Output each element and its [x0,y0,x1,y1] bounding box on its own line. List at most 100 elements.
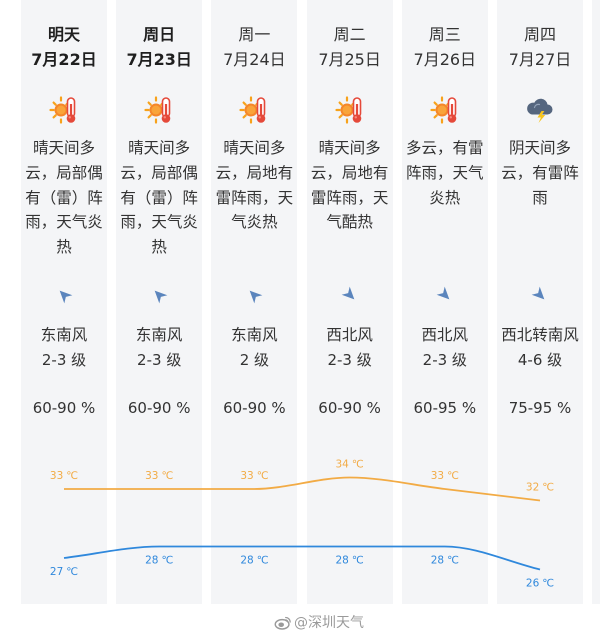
forecast-day-column-partial [592,0,600,604]
weather-description-line: 雨，天气炎 [25,213,103,232]
weather-description-line: 雨 [532,188,548,207]
wind-level: 2-3 级 [41,351,87,369]
temp-unit: ℃ [257,470,269,482]
weather-description-line: 云，局部偶 [120,163,198,182]
wind-level: 2 级 [239,351,270,369]
low-temp-label: 28 ℃ [431,555,459,567]
wind-direction: 东南风 [135,326,183,344]
arrow-southeast-icon [341,286,357,302]
day-name: 周日 [143,25,176,44]
temp-value: 33 [145,470,158,482]
weather-description: 多云，有雷阵雨，天气炎热 [405,136,485,210]
weather-description-line: 晴天间多 [32,139,95,157]
watermark: @深圳天气 [274,612,364,632]
wind-level: 2-3 级 [422,351,467,369]
weather-description-line: 热 [56,238,72,256]
wind-level: 2-3 级 [327,351,372,369]
high-temp-label: 32 ℃ [526,482,554,494]
wind-direction: 西北风 [421,326,469,344]
low-temp-label: 28 ℃ [145,555,173,567]
wind-level: 4-6 级 [517,351,563,369]
humidity: 60-90 % [318,399,381,417]
high-temp-label: 34 ℃ [336,459,364,471]
temp-unit: ℃ [542,482,554,494]
forecast-day-column: 明天 7月22日 晴天间多 云，局部偶 有（雷）阵 雨，天气炎热东南风 2-3 级 60-90… [21,0,107,604]
weather-description-line: 气炎热 [231,213,278,232]
weather-description-line: 多云，有雷 [406,139,484,157]
arrow-northwest-icon [247,288,263,304]
temp-value: 28 [145,555,158,567]
temp-unit: ℃ [352,555,364,567]
temp-value: 28 [431,555,444,567]
sun-thermometer-icon [430,95,460,125]
high-temp-line [64,476,541,502]
arrow-northwest-icon [152,288,168,304]
day-date: 7月24日 [223,50,286,69]
temp-value: 33 [431,470,444,482]
weather-description-line: 云，有雷阵 [501,163,579,182]
temp-value: 33 [240,470,253,482]
wind-level: 2-3 级 [137,351,182,369]
high-temp-label: 33 ℃ [240,470,268,482]
weather-description: 晴天间多 云，局部偶 有（雷）阵 雨，天气炎热 [24,136,104,260]
watermark-text: @深圳天气 [294,615,364,631]
weather-description-line: 热 [151,238,167,256]
low-temp-label: 28 ℃ [336,555,364,567]
wind-direction: 西北风 [326,326,373,344]
sun-thermometer-icon [239,95,269,125]
temp-unit: ℃ [66,566,78,578]
weather-description: 晴天间多 云，局地有 雷阵雨，天 气炎热 [214,136,294,235]
weather-description-line: 炎热 [429,188,461,207]
temp-unit: ℃ [542,578,554,590]
weather-description-line: 晴天间多 [128,139,191,157]
weibo-logo-icon [274,615,292,630]
weather-description-line: 雷阵雨，天 [215,188,294,207]
day-name: 周二 [333,25,366,44]
temp-unit: ℃ [447,555,459,567]
day-name: 周三 [428,25,461,44]
day-date: 7月26日 [413,50,477,69]
weather-description-line: 晴天间多 [318,139,381,157]
day-name: 明天 [47,25,80,44]
weather-description-line: 阵雨，天气 [406,163,484,182]
weather-description: 阴天间多云，有雷阵雨 [500,136,580,210]
forecast-day-column: 周日 7月23日 晴天间多 云，局部偶 有（雷）阵 雨，天气炎热东南风 2-3 级 60-90… [116,0,203,604]
temp-unit: ℃ [161,470,173,482]
temp-unit: ℃ [257,555,269,567]
weather-description-line: 雨，天气炎 [120,213,198,232]
sun-thermometer-icon [144,95,174,125]
forecast-day-column: 周三 7月26日 多云，有雷 阵雨，天气 炎热 西北风 2-3 级 60-95 % [401,0,488,604]
day-date: 7月25日 [318,50,381,69]
weather-description-line: 雷阵雨，天 [310,188,389,207]
day-name: 周四 [523,25,556,44]
low-temp-label: 27 ℃ [50,566,78,578]
high-temp-label: 33 ℃ [145,470,173,482]
arrow-northwest-icon [57,288,73,304]
day-date: 7月27日 [508,50,572,69]
temp-value: 26 [526,578,540,590]
wind-direction: 东南风 [231,326,278,344]
weather-description-line: 晴天间多 [223,139,286,157]
weather-description-line: 云，局地有 [310,163,389,182]
thunder-cloud-icon [525,95,555,125]
day-date: 7月23日 [126,50,192,69]
temp-value: 34 [336,459,350,471]
temp-unit: ℃ [447,470,459,482]
forecast-day-column: 周四 7月27日 阴天间多 云，有雷阵雨西北转南风 4-6 级 75-95 % [497,0,583,604]
temp-value: 28 [240,555,253,567]
weather-description: 晴天间多 云，局部偶 有（雷）阵 雨，天气炎热 [119,136,199,260]
weather-description: 晴天间多 云，局地有 雷阵雨，天 气酷热 [310,136,390,235]
low-temp-line [63,545,541,571]
forecast-day-column: 周二 7月25日 晴天间多 云，局地有 雷阵雨，天 气酷热 西北风 2-3 级 60-90 % [306,0,393,604]
high-temp-label: 33 ℃ [50,470,78,482]
high-temp-label: 33 ℃ [431,470,459,482]
weather-description-line: 有（雷）阵 [25,188,103,207]
weather-description-line: 阴天间多 [508,139,571,157]
arrow-southeast-icon [531,286,547,302]
temp-value: 32 [526,482,539,494]
forecast-day-column: 周一 7月24日 晴天间多 云，局地有 雷阵雨，天 气炎热 东南风 2 级 60-90 % [211,0,298,604]
wind-direction: 东南风 [40,326,88,344]
low-temp-label: 26 ℃ [526,578,554,590]
